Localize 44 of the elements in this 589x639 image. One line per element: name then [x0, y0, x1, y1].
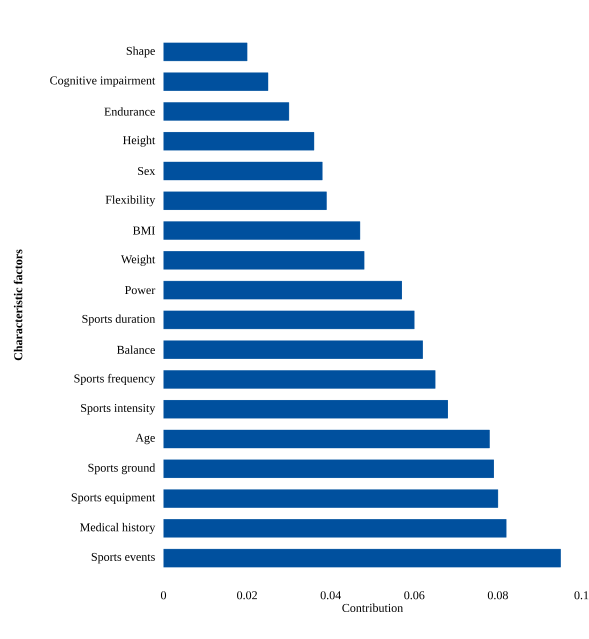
x-tick-label: 0.04 — [320, 591, 342, 600]
x-tick-label: 0.06 — [404, 591, 424, 600]
y-tick-label: BMI — [132, 226, 155, 234]
y-tick-label: Power — [124, 286, 156, 294]
bar — [164, 192, 327, 210]
bar — [164, 221, 360, 240]
bar — [164, 310, 414, 330]
y-tick-label: Endurance — [104, 107, 155, 116]
bar — [164, 519, 506, 538]
x-tick-label: 0 — [160, 591, 166, 600]
bar — [164, 280, 402, 300]
x-axis-title: Contribution — [342, 604, 403, 612]
bar — [164, 72, 268, 91]
y-tick-label: Sports events — [92, 552, 155, 564]
x-tick-label: 0.02 — [237, 591, 257, 600]
bar — [164, 42, 248, 62]
x-tick-label: 0.08 — [488, 591, 508, 600]
y-tick-label: Sports frequency — [74, 374, 156, 385]
bar — [164, 400, 448, 418]
bar — [164, 489, 498, 508]
y-tick-label: Sex — [138, 166, 156, 176]
y-tick-label: Age — [135, 434, 155, 444]
bar — [164, 162, 323, 180]
bar — [164, 370, 436, 389]
y-tick-label: Sports duration — [82, 314, 156, 326]
y-tick-label: Cognitive impairment — [50, 76, 156, 87]
y-tick-label: Sports equipment — [72, 493, 156, 504]
y-tick-label: Flexibility — [106, 195, 156, 206]
y-tick-label: Sports ground — [88, 463, 156, 474]
y-tick-label: Shape — [126, 46, 155, 58]
bar — [164, 548, 561, 568]
bar — [164, 132, 314, 150]
y-tick-label: Weight — [120, 254, 156, 266]
bar — [164, 251, 364, 270]
y-axis-title: Characteristic factors — [14, 249, 22, 360]
y-tick-label: Height — [122, 136, 156, 147]
y-tick-label: Medical history — [80, 522, 156, 534]
y-tick-label: Sports intensity — [81, 404, 156, 414]
bar — [164, 430, 490, 448]
x-tick-label: 0.1 — [574, 591, 588, 600]
y-tick-label: Balance — [117, 345, 155, 354]
bar — [164, 102, 290, 121]
bar — [164, 460, 494, 478]
bar — [164, 340, 423, 359]
